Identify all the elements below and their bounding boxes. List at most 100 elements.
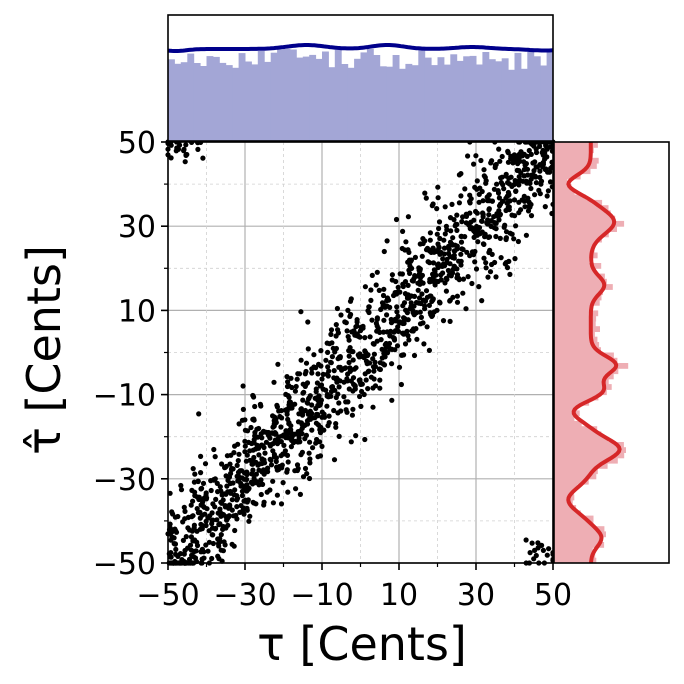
scatter-point bbox=[303, 382, 309, 388]
scatter-point bbox=[333, 376, 339, 382]
scatter-point bbox=[328, 331, 334, 337]
scatter-point bbox=[542, 204, 548, 210]
scatter-point bbox=[369, 272, 375, 278]
scatter-point bbox=[501, 186, 507, 192]
scatter-point bbox=[224, 453, 230, 459]
top-hist-bar bbox=[296, 57, 304, 141]
scatter-point bbox=[198, 453, 204, 459]
scatter-point bbox=[413, 326, 419, 332]
y-tick-label: −50 bbox=[93, 547, 156, 582]
scatter-point bbox=[185, 514, 191, 521]
scatter-point bbox=[368, 297, 374, 303]
scatter-point bbox=[511, 236, 517, 242]
scatter-point bbox=[381, 286, 387, 292]
scatter-point bbox=[486, 206, 492, 212]
right-hist-bar bbox=[554, 499, 573, 506]
scatter-point bbox=[411, 352, 418, 359]
scatter-point bbox=[335, 391, 341, 397]
scatter-point bbox=[228, 490, 234, 496]
scatter-point bbox=[319, 443, 325, 449]
right-hist-bar bbox=[554, 342, 600, 348]
scatter-point bbox=[204, 506, 210, 512]
scatter-point bbox=[276, 434, 282, 440]
scatter-point bbox=[353, 433, 359, 439]
scatter-point bbox=[374, 269, 380, 275]
scatter-point bbox=[318, 382, 325, 388]
top-hist-bar bbox=[527, 48, 535, 141]
scatter-point bbox=[347, 313, 353, 319]
right-hist-bar bbox=[554, 331, 595, 338]
scatter-point bbox=[544, 552, 550, 558]
scatter-point bbox=[442, 231, 448, 237]
scatter-point bbox=[496, 195, 502, 201]
scatter-point bbox=[213, 496, 219, 502]
scatter-point bbox=[377, 377, 383, 383]
scatter-point bbox=[445, 267, 451, 274]
scatter-point bbox=[305, 400, 311, 406]
top-hist-bar bbox=[514, 52, 522, 141]
scatter-point bbox=[286, 399, 292, 405]
scatter-point bbox=[259, 460, 265, 467]
scatter-point bbox=[177, 551, 184, 557]
scatter-point bbox=[420, 320, 426, 326]
scatter-point bbox=[524, 180, 530, 186]
scatter-point bbox=[219, 461, 225, 467]
scatter-point bbox=[316, 402, 322, 409]
scatter-point bbox=[486, 212, 492, 218]
scatter-point bbox=[328, 327, 335, 333]
scatter-point bbox=[326, 413, 332, 419]
scatter-point bbox=[505, 159, 511, 165]
scatter-point bbox=[208, 487, 214, 494]
scatter-point bbox=[440, 256, 446, 262]
right-hist-bar bbox=[554, 478, 589, 485]
top-hist-bar bbox=[431, 65, 438, 141]
scatter-point bbox=[261, 499, 267, 505]
scatter-point bbox=[376, 366, 382, 372]
scatter-point bbox=[381, 317, 387, 323]
scatter-point bbox=[368, 287, 374, 293]
scatter-point bbox=[526, 147, 532, 154]
scatter-point bbox=[210, 532, 216, 538]
scatter-point bbox=[302, 371, 308, 377]
right-hist-bar bbox=[554, 489, 574, 496]
scatter-point bbox=[521, 166, 528, 173]
scatter-point bbox=[515, 154, 521, 160]
scatter-point bbox=[216, 543, 222, 549]
scatter-point bbox=[178, 482, 184, 489]
scatter-point bbox=[192, 471, 198, 477]
right-hist-bar bbox=[554, 457, 618, 464]
top-hist-bar bbox=[302, 56, 310, 141]
scatter-point bbox=[307, 460, 313, 466]
scatter-point bbox=[280, 480, 286, 486]
scatter-point bbox=[516, 168, 522, 174]
scatter-point bbox=[273, 455, 279, 461]
scatter-point bbox=[258, 491, 264, 498]
scatter-point bbox=[233, 512, 239, 519]
scatter-point bbox=[288, 427, 294, 433]
scatter-point bbox=[473, 266, 480, 272]
top-hist-bar bbox=[450, 54, 458, 141]
scatter-point bbox=[389, 397, 395, 403]
scatter-point bbox=[438, 277, 444, 283]
scatter-point bbox=[499, 153, 505, 160]
scatter-point bbox=[200, 480, 207, 486]
y-tick-label: 10 bbox=[118, 294, 156, 329]
scatter-point bbox=[274, 464, 280, 470]
scatter-point bbox=[180, 519, 186, 525]
scatter-point bbox=[401, 330, 407, 336]
scatter-point bbox=[381, 248, 387, 255]
scatter-point bbox=[443, 275, 449, 281]
scatter-point bbox=[336, 364, 342, 370]
scatter-point bbox=[243, 487, 249, 493]
scatter-point bbox=[509, 183, 515, 189]
scatter-point bbox=[234, 473, 240, 479]
scatter-point bbox=[321, 414, 328, 420]
scatter-point bbox=[358, 324, 364, 330]
top-hist-bar bbox=[533, 56, 541, 141]
top-kde-curve bbox=[167, 43, 554, 53]
scatter-point bbox=[253, 501, 259, 507]
scatter-point bbox=[476, 199, 482, 205]
scatter-point bbox=[364, 361, 370, 367]
scatter-point bbox=[454, 293, 460, 299]
scatter-point bbox=[436, 245, 442, 251]
